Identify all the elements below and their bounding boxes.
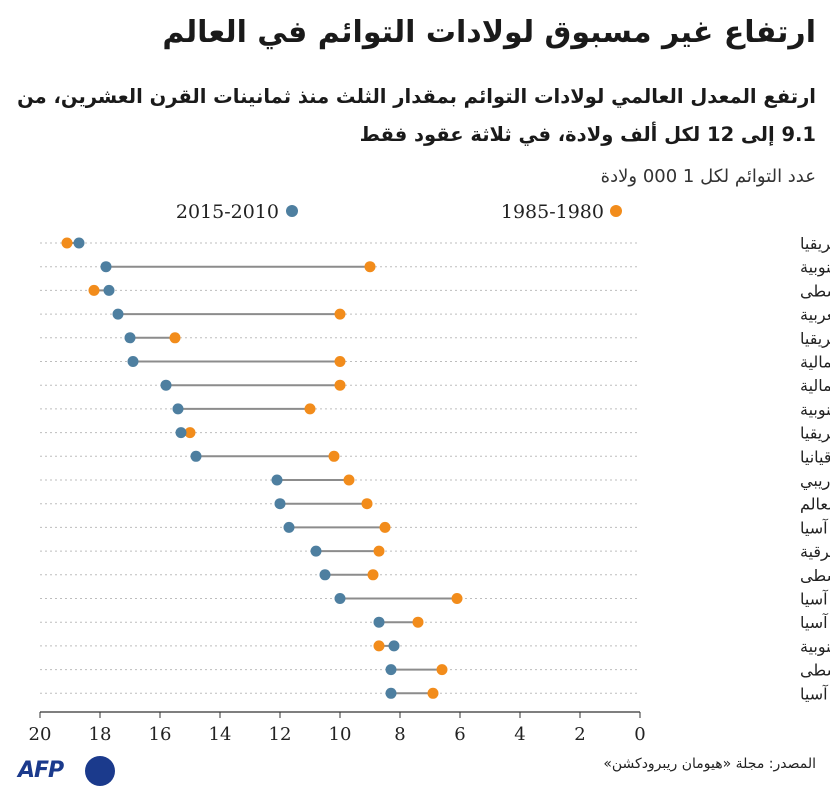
- point-1980: [61, 237, 73, 249]
- legend: 1985-1980 2015-2010: [176, 201, 622, 223]
- point-1980: [169, 332, 181, 344]
- category-label: العالم: [800, 495, 830, 514]
- chart-rows: غرب إفريقيا أوروبا الجنوبية إفريقيا الوسطى…: [61, 234, 830, 704]
- legend-label-2: 2015-2010: [176, 201, 279, 223]
- x-tick-label: 10: [329, 724, 352, 745]
- point-1980: [364, 261, 376, 273]
- point-1980: [334, 308, 346, 320]
- point-2010: [112, 308, 124, 320]
- point-1980: [334, 356, 346, 367]
- point-1980: [451, 593, 463, 604]
- point-1980: [427, 687, 439, 699]
- source-note: المصدر: مجلة «هيومان ريبرودكشن»: [603, 756, 816, 772]
- x-tick-label: 6: [454, 724, 465, 745]
- point-1980: [373, 640, 385, 652]
- point-2010: [385, 687, 397, 699]
- point-2010: [283, 521, 295, 533]
- point-2010: [73, 237, 85, 249]
- legend-label-1: 1985-1980: [501, 201, 604, 223]
- point-1980: [361, 498, 373, 510]
- point-2010: [160, 379, 172, 391]
- category-label: آسيا الوسطى: [800, 661, 830, 681]
- point-1980: [334, 379, 346, 391]
- point-2010: [310, 545, 322, 557]
- category-label: شمال إفريقيا: [800, 329, 830, 349]
- point-2010: [334, 593, 346, 604]
- x-tick-label: 20: [29, 724, 52, 745]
- chart-subtitle: ارتفع المعدل العالمي لولادات التوائم بمق…: [17, 85, 816, 146]
- point-2010: [319, 569, 331, 581]
- point-1980: [379, 521, 391, 533]
- chart-title: ارتفاع غير مسبوق لولادات التوائم في العا…: [162, 15, 816, 50]
- point-2010: [385, 664, 397, 676]
- category-label: أوروبا الجنوبية: [800, 257, 830, 278]
- point-1980: [412, 616, 424, 628]
- x-tick-label: 14: [209, 724, 232, 745]
- x-tick-label: 0: [634, 724, 645, 745]
- legend-marker-1: [610, 205, 622, 217]
- category-label: أوروبا الغربية: [800, 304, 830, 325]
- legend-marker-2: [286, 205, 298, 217]
- x-tick-label: 12: [269, 724, 292, 745]
- point-1980: [88, 284, 100, 296]
- category-label: جنوب شرق آسيا: [800, 684, 830, 704]
- x-axis: 20 18 16 14 12 10 8 6 4 2 0: [29, 711, 646, 745]
- x-tick-label: 16: [149, 724, 172, 745]
- category-label: الكاريبي: [800, 471, 830, 491]
- axis-unit-label: عدد التوائم لكل 1 000 ولادة: [600, 166, 816, 187]
- x-tick-label: 2: [574, 724, 585, 745]
- category-label: أميركا الوسطى: [800, 565, 830, 586]
- point-1980: [373, 545, 385, 557]
- category-label: أميركا الشمالية: [800, 352, 830, 373]
- point-2010: [103, 284, 115, 296]
- point-2010: [190, 450, 202, 462]
- point-1980: [328, 450, 340, 462]
- point-2010: [271, 474, 283, 486]
- category-label: غرب إفريقيا: [800, 234, 830, 254]
- category-label: غرب آسيا: [800, 518, 830, 538]
- point-2010: [172, 403, 184, 415]
- point-1980: [184, 427, 196, 439]
- category-label: شرق إفريقيا: [800, 424, 830, 444]
- afp-logo-circle: [85, 756, 115, 786]
- category-label: أوروبا الشرقية: [800, 541, 830, 562]
- point-2010: [175, 427, 187, 439]
- category-label: شرق آسيا: [800, 590, 830, 610]
- afp-logo: AFP: [18, 756, 128, 786]
- point-2010: [274, 498, 286, 510]
- point-1980: [343, 474, 355, 486]
- category-label: أميركا الجنوبية: [800, 636, 830, 657]
- x-tick-label: 18: [89, 724, 112, 745]
- x-tick-label: 8: [394, 724, 405, 745]
- point-1980: [367, 569, 379, 581]
- x-tick-label: 4: [514, 724, 525, 745]
- point-2010: [100, 261, 112, 273]
- afp-logo-text: AFP: [18, 758, 64, 783]
- category-label: جنوب آسيا: [800, 613, 830, 633]
- category-label: أوروبا الشمالية: [800, 375, 830, 396]
- point-2010: [388, 640, 400, 652]
- point-1980: [436, 664, 448, 676]
- point-2010: [124, 332, 136, 344]
- point-2010: [127, 356, 139, 367]
- category-label: إفريقيا الجنوبية: [800, 400, 830, 420]
- point-2010: [373, 616, 385, 628]
- category-label: إفريقيا الوسطى: [800, 281, 830, 301]
- point-1980: [304, 403, 316, 415]
- category-label: أوقيانيا: [800, 446, 830, 467]
